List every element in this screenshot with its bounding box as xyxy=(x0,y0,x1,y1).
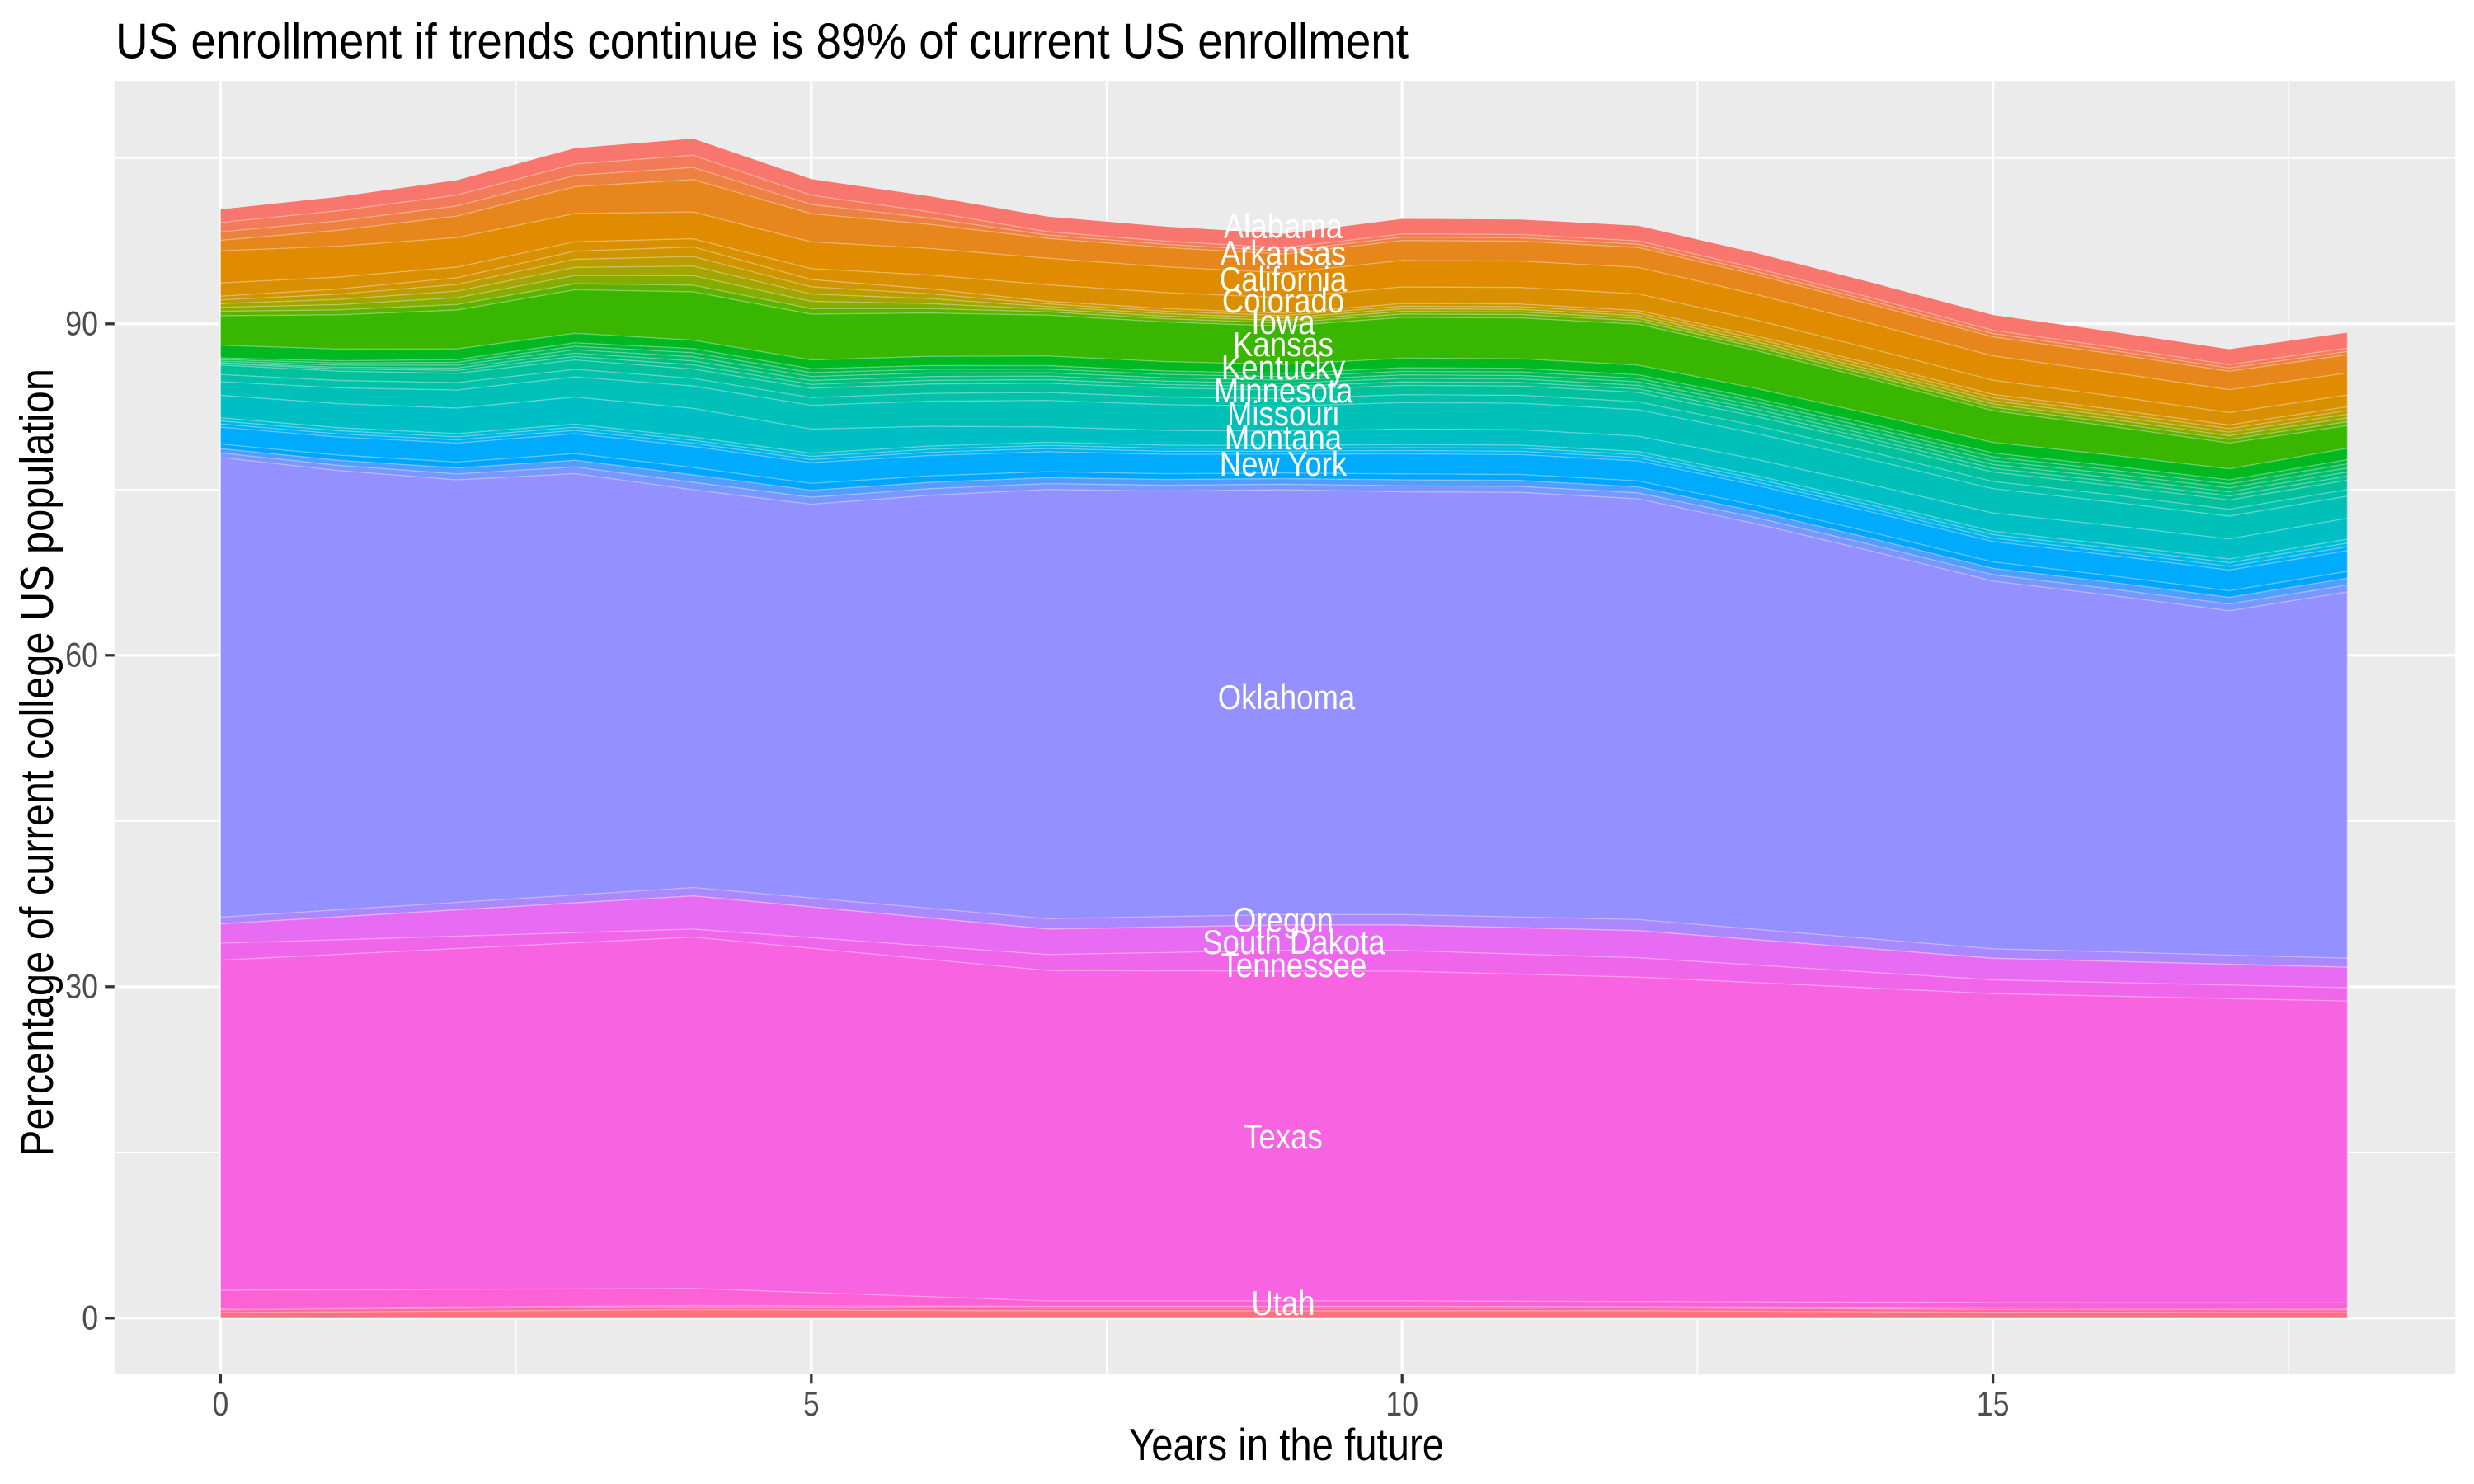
svg-text:US enrollment if trends contin: US enrollment if trends continue is 89% … xyxy=(115,13,1409,68)
svg-text:California: California xyxy=(1220,260,1348,298)
svg-text:Arkansas: Arkansas xyxy=(1221,233,1346,272)
svg-text:Tennessee: Tennessee xyxy=(1221,946,1367,984)
svg-text:0: 0 xyxy=(213,1384,229,1423)
svg-text:New York: New York xyxy=(1220,444,1348,483)
svg-text:Missouri: Missouri xyxy=(1227,394,1339,433)
svg-text:30: 30 xyxy=(65,966,98,1005)
svg-text:Iowa: Iowa xyxy=(1251,303,1315,341)
svg-text:5: 5 xyxy=(803,1384,820,1423)
svg-text:Oklahoma: Oklahoma xyxy=(1218,678,1356,716)
svg-text:10: 10 xyxy=(1385,1384,1418,1423)
svg-text:Montana: Montana xyxy=(1225,418,1343,457)
svg-text:Percentage of current college: Percentage of current college US populat… xyxy=(11,369,63,1157)
svg-text:Kansas: Kansas xyxy=(1233,325,1333,364)
svg-text:15: 15 xyxy=(1977,1384,2010,1423)
svg-text:Texas: Texas xyxy=(1244,1117,1323,1156)
svg-text:60: 60 xyxy=(65,635,98,674)
svg-text:Years in the future: Years in the future xyxy=(1129,1419,1444,1470)
svg-text:Minnesota: Minnesota xyxy=(1214,371,1353,410)
svg-text:Kentucky: Kentucky xyxy=(1221,348,1345,387)
svg-text:90: 90 xyxy=(65,303,98,342)
svg-text:South Dakota: South Dakota xyxy=(1202,923,1385,961)
svg-text:Alabama: Alabama xyxy=(1224,206,1343,245)
svg-text:Colorado: Colorado xyxy=(1222,281,1344,320)
svg-text:Utah: Utah xyxy=(1251,1284,1315,1322)
svg-text:0: 0 xyxy=(82,1298,98,1336)
svg-text:Oregon: Oregon xyxy=(1233,900,1333,939)
